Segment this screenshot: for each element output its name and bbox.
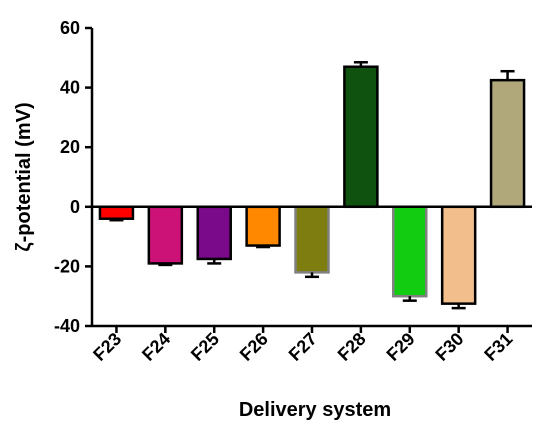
bar-f24 (147, 205, 184, 265)
y-tick-label: 60 (60, 18, 80, 38)
y-tick-label: 20 (60, 137, 80, 157)
x-axis-title: Delivery system (239, 399, 391, 421)
bar-f30 (440, 205, 477, 305)
bar-f26 (245, 205, 281, 247)
y-tick-label: -40 (54, 316, 80, 336)
y-tick-label: 0 (70, 197, 80, 217)
x-tick-label-f25: F25 (187, 329, 223, 365)
y-tick-label: 40 (60, 78, 80, 98)
x-tick-label-f29: F29 (383, 329, 419, 365)
x-tick-label-f23: F23 (89, 329, 125, 365)
x-tick-label-f28: F28 (334, 329, 370, 365)
x-tick-label-f26: F26 (236, 329, 272, 365)
bars-group (98, 65, 526, 305)
bar-f23 (98, 205, 135, 220)
x-tick-label-f31: F31 (480, 329, 516, 365)
bar-f28 (343, 65, 379, 209)
bar-f25 (196, 205, 232, 261)
bar-f27 (294, 205, 330, 274)
y-tick-label: -20 (54, 256, 80, 276)
x-tick-label-f30: F30 (431, 329, 467, 365)
x-ticks-group: F23 F24 F25 F26 F27 F28 F29 F30 F31 (89, 326, 516, 365)
y-axis-title: ζ-potential (mV) (13, 102, 35, 251)
bar-f29 (392, 205, 428, 298)
error-bars-group (109, 61, 515, 310)
x-tick-label-f27: F27 (285, 329, 321, 365)
bar-f31 (489, 78, 526, 209)
x-tick-label-f24: F24 (138, 329, 174, 365)
y-ticks-group: -40 -20 0 20 40 60 (54, 18, 92, 336)
